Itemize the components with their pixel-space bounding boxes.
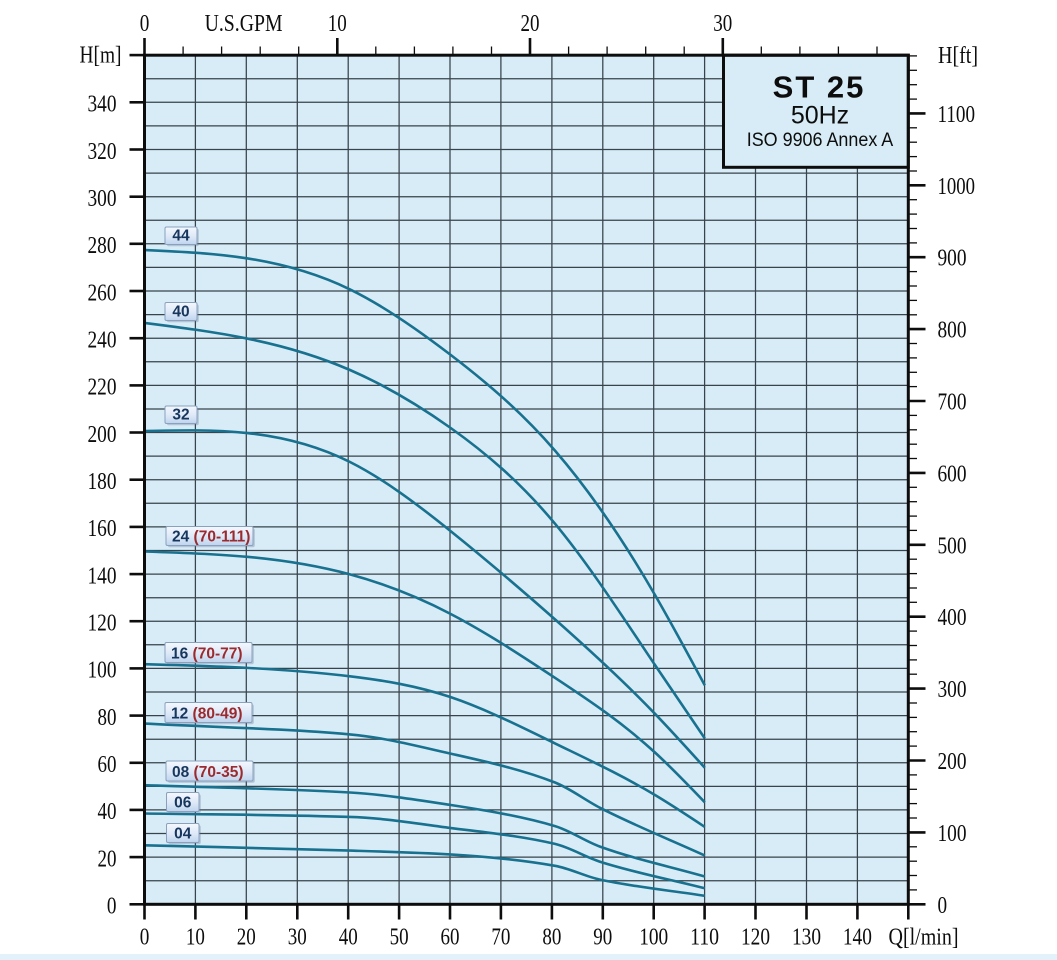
svg-text:220: 220: [88, 375, 117, 401]
svg-text:20: 20: [521, 11, 540, 37]
svg-text:340: 340: [88, 92, 117, 118]
svg-text:08 (70-35): 08 (70-35): [172, 764, 244, 781]
svg-text:140: 140: [88, 563, 117, 589]
svg-text:ISO 9906 Annex A: ISO 9906 Annex A: [747, 130, 894, 151]
svg-text:0: 0: [140, 11, 150, 37]
svg-text:0: 0: [140, 925, 150, 951]
svg-text:100: 100: [88, 658, 117, 684]
svg-text:200: 200: [938, 749, 967, 775]
svg-text:90: 90: [593, 925, 612, 951]
svg-text:600: 600: [938, 461, 967, 487]
svg-text:180: 180: [88, 469, 117, 495]
svg-text:500: 500: [938, 533, 967, 559]
svg-text:100: 100: [639, 925, 668, 951]
svg-text:U.S.GPM: U.S.GPM: [205, 11, 283, 37]
svg-text:12 (80-49): 12 (80-49): [171, 706, 243, 723]
svg-text:130: 130: [792, 925, 821, 951]
svg-text:300: 300: [938, 677, 967, 703]
svg-text:10: 10: [186, 925, 205, 951]
svg-text:30: 30: [288, 925, 307, 951]
svg-text:160: 160: [88, 516, 117, 542]
svg-text:30: 30: [713, 11, 732, 37]
svg-text:120: 120: [741, 925, 770, 951]
svg-text:40: 40: [339, 925, 358, 951]
svg-text:16 (70-77): 16 (70-77): [171, 646, 243, 663]
svg-text:50: 50: [390, 925, 409, 951]
svg-text:1100: 1100: [938, 102, 976, 128]
svg-text:H[m]: H[m]: [80, 43, 122, 69]
svg-text:04: 04: [174, 826, 192, 843]
svg-text:32: 32: [172, 407, 189, 424]
svg-text:60: 60: [98, 752, 117, 778]
svg-text:80: 80: [542, 925, 561, 951]
svg-text:280: 280: [88, 233, 117, 259]
svg-text:0: 0: [938, 893, 948, 919]
svg-text:H[ft]: H[ft]: [938, 43, 978, 69]
svg-text:100: 100: [938, 821, 967, 847]
svg-text:40: 40: [172, 304, 189, 321]
svg-text:700: 700: [938, 390, 967, 416]
svg-text:10: 10: [328, 11, 347, 37]
svg-text:400: 400: [938, 605, 967, 631]
svg-text:800: 800: [938, 318, 967, 344]
svg-text:120: 120: [88, 611, 117, 637]
svg-text:110: 110: [690, 925, 719, 951]
svg-text:50Hz: 50Hz: [791, 102, 849, 130]
svg-text:260: 260: [88, 280, 117, 306]
svg-text:06: 06: [174, 795, 192, 812]
svg-text:Q[l/min]: Q[l/min]: [889, 925, 959, 951]
svg-text:20: 20: [98, 846, 117, 872]
svg-text:60: 60: [441, 925, 460, 951]
svg-text:80: 80: [98, 705, 117, 731]
svg-text:ST 25: ST 25: [773, 70, 866, 105]
svg-text:300: 300: [88, 186, 117, 212]
svg-text:240: 240: [88, 328, 117, 354]
svg-text:320: 320: [88, 139, 117, 165]
svg-text:70: 70: [491, 925, 510, 951]
svg-text:200: 200: [88, 422, 117, 448]
svg-text:44: 44: [172, 228, 190, 245]
svg-text:1000: 1000: [938, 174, 976, 200]
svg-text:140: 140: [843, 925, 872, 951]
svg-text:900: 900: [938, 246, 967, 272]
svg-text:24 (70-111): 24 (70-111): [172, 529, 250, 546]
svg-text:0: 0: [107, 894, 117, 920]
svg-text:40: 40: [98, 799, 117, 825]
svg-text:20: 20: [237, 925, 256, 951]
